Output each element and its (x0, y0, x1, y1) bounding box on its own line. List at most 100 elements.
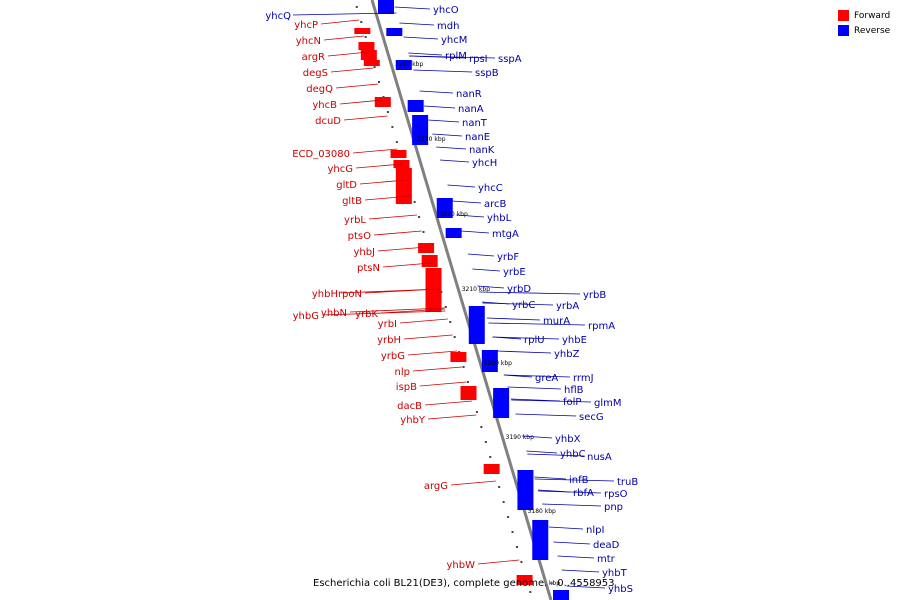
legend-item-reverse: Reverse (838, 23, 890, 38)
leader-line (320, 19, 360, 25)
forward-gene-block (425, 268, 442, 312)
tick-mark (480, 426, 483, 428)
reverse-gene-label: yrbE (503, 267, 526, 278)
reverse-gene-label: murA (543, 316, 570, 327)
tick-mark (391, 126, 394, 128)
leader-line (364, 288, 439, 294)
forward-gene-block (418, 243, 435, 253)
forward-gene-label: yrbK (355, 309, 378, 320)
tick-mark (378, 81, 381, 83)
forward-gene-label: yrbH (377, 335, 401, 346)
reverse-gene-label: mtgA (492, 229, 519, 240)
reverse-gene-label: yrbB (583, 290, 606, 301)
forward-gene-label: yhcB (312, 100, 337, 111)
leader-line (399, 318, 448, 324)
forward-gene-block (516, 575, 533, 585)
forward-gene-label: argR (302, 52, 325, 63)
forward-gene-label: yrbI (378, 319, 397, 330)
reverse-gene-label: yrbF (497, 252, 519, 263)
tick-mark (386, 111, 389, 113)
leader-line (409, 55, 496, 59)
reverse-gene-block (378, 0, 394, 14)
reverse-gene-label: glmM (594, 398, 622, 409)
reverse-gene-label: sspA (498, 54, 522, 65)
leader-line (339, 99, 383, 105)
reverse-gene-label: rrmJ (573, 373, 594, 384)
reverse-gene-label: yhbS (608, 584, 633, 595)
forward-gene-label: yhcP (294, 20, 318, 31)
leader-line (511, 399, 592, 403)
reverse-gene-label: yhbC (560, 449, 586, 460)
leader-line (503, 374, 571, 378)
leader-line (553, 541, 591, 545)
leader-line (359, 179, 407, 185)
tick-mark (355, 6, 358, 8)
forward-gene-label: yrbG (381, 351, 405, 362)
leader-line (436, 146, 467, 150)
leader-line (467, 253, 495, 257)
reverse-gene-label: nanT (462, 118, 488, 129)
tick-mark (413, 201, 416, 203)
forward-gene-label: yhcG (327, 164, 353, 175)
reverse-gene-block (553, 590, 570, 600)
leader-line (413, 69, 473, 73)
tick-mark (507, 516, 510, 518)
leader-line (515, 413, 577, 417)
reverse-gene-label: yrbA (556, 301, 579, 312)
leader-line (492, 336, 560, 340)
leader-line (486, 317, 541, 321)
leader-line (557, 555, 595, 559)
leader-line (382, 262, 432, 268)
reverse-gene-block (407, 100, 424, 112)
forward-gene-block (354, 28, 371, 34)
reverse-gene-label: yhbT (602, 568, 628, 579)
tick-mark (453, 336, 456, 338)
forward-gene-label: rpoN (338, 289, 362, 300)
reverse-gene-label: nlpI (586, 525, 604, 536)
reverse-gene-label: deaD (593, 540, 620, 551)
tick-mark (449, 321, 452, 323)
leader-line (424, 400, 473, 406)
leader-line (292, 12, 397, 16)
leader-line (427, 414, 477, 420)
leader-line (534, 476, 567, 480)
reverse-gene-label: rpsO (604, 489, 628, 500)
scale-label: 3240 kbp (395, 61, 423, 68)
forward-gene-block (395, 168, 412, 204)
leader-line (477, 285, 505, 289)
leader-line (456, 214, 485, 218)
scale-label: kbp (549, 580, 560, 587)
reverse-gene-label: mdh (437, 21, 459, 32)
reverse-gene-label: sspB (475, 68, 499, 79)
leader-line (534, 478, 615, 482)
reverse-gene-label: rpsI (469, 54, 488, 65)
scale-label: 3200 kbp (484, 360, 512, 367)
reverse-gene-label: rpmA (588, 321, 615, 332)
tick-mark (529, 591, 532, 593)
tick-mark (360, 21, 363, 23)
leader-line (419, 381, 467, 387)
reverse-gene-label: greA (535, 373, 558, 384)
scale-label: 3220 kbp (439, 211, 467, 218)
leader-line (538, 490, 602, 494)
reverse-gene-block (532, 520, 549, 560)
forward-gene-block (483, 464, 500, 474)
forward-gene-block (363, 60, 380, 66)
forward-gene-label: yhbH (312, 289, 338, 300)
leader-line (335, 83, 379, 89)
leader-line (424, 105, 456, 109)
reverse-gene-label: yrbD (507, 284, 531, 295)
tick-mark (475, 411, 478, 413)
reverse-swatch (838, 25, 849, 36)
forward-gene-label: yhbW (447, 560, 476, 571)
legend-item-forward: Forward (838, 8, 890, 23)
leader-line (399, 22, 435, 26)
forward-swatch (838, 10, 849, 21)
leader-line (403, 36, 439, 40)
genome-caption: Escherichia coli BL21(DE3), complete gen… (313, 578, 615, 589)
leader-line (479, 291, 581, 295)
reverse-gene-label: hflB (564, 385, 584, 396)
reverse-gene-label: yhbZ (554, 349, 580, 360)
forward-gene-label: ptsN (357, 263, 380, 274)
